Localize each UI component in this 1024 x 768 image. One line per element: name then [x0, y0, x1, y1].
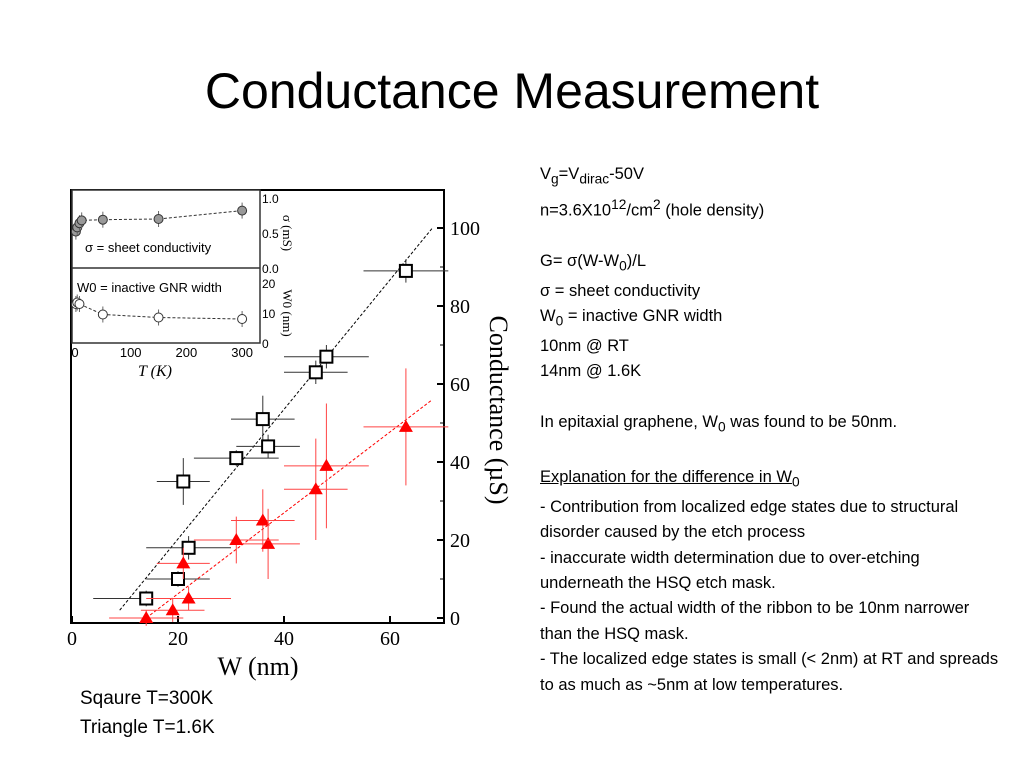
triangle-point	[139, 611, 154, 623]
note-line: - The localized edge states is small (< …	[540, 650, 999, 694]
inset-point	[153, 214, 164, 224]
square-point	[308, 365, 323, 380]
note-line: - Contribution from localized edge state…	[540, 497, 959, 542]
note-formula: G= σ(W-W0)/L	[540, 252, 646, 274]
note-epitaxial: In epitaxial graphene, W0 was found to b…	[540, 413, 898, 435]
triangle-point	[308, 482, 323, 495]
x-axis-label: W (nm)	[217, 652, 298, 681]
square-point	[181, 540, 196, 555]
note-line: - inaccurate width determination due to …	[540, 548, 920, 593]
inset-point	[74, 299, 85, 309]
square-point	[255, 412, 270, 427]
inset-x-tick-label: 200	[176, 345, 198, 360]
triangle-point	[398, 419, 413, 432]
legend-square: Sqaure T=300K	[80, 688, 214, 709]
inset-y-tick-label: 0	[262, 337, 269, 351]
slide-title: Conductance Measurement	[204, 63, 820, 119]
inset-point	[153, 312, 164, 323]
square-point	[229, 451, 244, 466]
triangle-point	[319, 458, 334, 471]
note-sigma: σ = sheet conductivity	[540, 281, 701, 300]
triangle-point	[181, 591, 196, 604]
y-tick-label: 40	[450, 452, 470, 474]
inset-point	[237, 205, 248, 216]
note-w0: W0 = inactive GNR width	[540, 307, 723, 329]
inset-point	[97, 309, 108, 320]
triangle-point	[255, 513, 270, 526]
legend-triangle: Triangle T=1.6K	[80, 717, 215, 738]
inset-point	[237, 314, 248, 324]
square-point	[398, 263, 413, 278]
note-line: - Found the actual width of the ribbon t…	[540, 599, 970, 643]
inset-y-axis-label: σ (mS)	[280, 215, 295, 251]
y-tick-label: 100	[450, 218, 480, 240]
y-tick-label: 80	[450, 296, 470, 318]
square-point	[319, 349, 334, 364]
inset-y-tick-label: 0.0	[262, 262, 279, 276]
note-rt: 10nm @ RT	[540, 336, 629, 355]
inset-x-axis-label: T (K)	[138, 363, 172, 380]
inset-point	[97, 214, 108, 225]
triangle-point	[165, 603, 180, 616]
square-point	[171, 572, 185, 586]
notes-text: Vg=Vdirac-50V n=3.6X1012/cm2 (hole densi…	[540, 162, 1000, 698]
inset-y-axis-label: W0 (nm)	[280, 289, 295, 336]
x-tick-label: 0	[67, 628, 77, 650]
inset-y-tick-label: 0.5	[262, 227, 279, 241]
x-tick-label: 60	[380, 628, 400, 650]
y-tick-label: 0	[450, 608, 460, 630]
inset-point	[76, 215, 87, 226]
x-tick-label: 20	[168, 628, 188, 650]
note-vg: Vg=Vdirac-50V	[540, 165, 644, 187]
y-axis-label: Conductance (µS)	[484, 316, 513, 505]
y-tick-label: 20	[450, 530, 470, 552]
note-lt: 14nm @ 1.6K	[540, 362, 642, 381]
inset-annotation: W0 = inactive GNR width	[77, 280, 222, 295]
triangle-point	[261, 536, 276, 549]
inset-annotation: σ = sheet conductivity	[85, 240, 212, 255]
square-point	[261, 439, 276, 454]
inset-y-tick-label: 10	[262, 307, 276, 321]
triangle-point	[229, 533, 244, 545]
inset-y-tick-label: 1.0	[262, 192, 279, 206]
inset-x-tick-label: 300	[231, 345, 253, 360]
marker-legend: Sqaure T=300K Triangle T=1.6K	[80, 684, 215, 742]
x-tick-label: 40	[274, 628, 294, 650]
inset-x-tick-label: 0	[71, 345, 78, 360]
fit-line	[145, 399, 433, 619]
triangle-point	[176, 556, 191, 569]
note-explanation-heading: Explanation for the difference in W0	[540, 468, 800, 490]
inset-frame	[71, 189, 261, 344]
note-density: n=3.6X1012/cm2 (hole density)	[540, 196, 765, 220]
square-point	[176, 474, 191, 489]
inset-x-tick-label: 100	[120, 345, 142, 360]
y-tick-label: 60	[450, 374, 470, 396]
inset-y-tick-label: 20	[262, 277, 276, 291]
